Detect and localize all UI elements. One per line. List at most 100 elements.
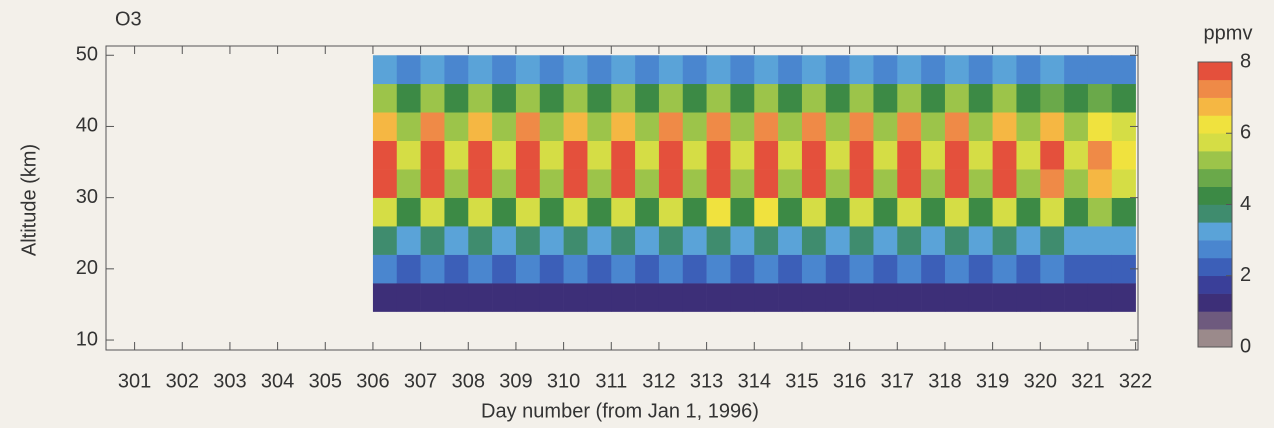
heatmap-cell	[825, 55, 850, 85]
heatmap-cell	[1016, 112, 1041, 141]
heatmap-cell	[396, 55, 421, 85]
heatmap-cell	[396, 254, 421, 284]
heatmap-cell	[563, 55, 588, 85]
heatmap-cell	[730, 283, 755, 312]
x-tick-label: 314	[738, 370, 771, 392]
heatmap-cell	[944, 283, 970, 312]
x-tick-label: 320	[1024, 370, 1057, 392]
heatmap-cell	[1064, 283, 1089, 312]
heatmap-cell	[1016, 283, 1041, 312]
heatmap-cell	[444, 169, 469, 198]
heatmap-cell	[587, 226, 612, 255]
heatmap-cell	[754, 226, 779, 255]
heatmap-cell	[658, 197, 684, 227]
colorbar-segment	[1198, 151, 1232, 170]
heatmap-cell	[1040, 55, 1065, 85]
heatmap-cell	[420, 140, 445, 170]
heatmap-cell	[778, 283, 803, 312]
heatmap-cell	[682, 283, 707, 312]
heatmap-cell	[944, 112, 970, 141]
x-tick-label: 318	[928, 370, 961, 392]
heatmap-cell	[635, 254, 660, 284]
colorbar-segment	[1198, 115, 1232, 134]
heatmap-cell	[944, 83, 970, 113]
heatmap-cell	[897, 226, 922, 255]
heatmap-cell	[468, 83, 493, 113]
heatmap-cell	[396, 283, 421, 312]
heatmap-cell	[706, 140, 731, 170]
heatmap-cell	[778, 226, 803, 255]
x-tick-label: 305	[309, 370, 342, 392]
colorbar-tick-label: 0	[1240, 335, 1251, 357]
heatmap-cell	[1040, 283, 1065, 312]
heatmap-cell	[754, 169, 779, 198]
heatmap-cell	[921, 283, 946, 312]
heatmap-cell	[1016, 83, 1041, 113]
x-tick-label: 301	[118, 370, 151, 392]
y-tick-label: 20	[76, 257, 98, 279]
heatmap-cell	[921, 140, 946, 170]
heatmap-cell	[730, 112, 755, 141]
heatmap-cell	[801, 55, 827, 85]
heatmap-cell	[897, 140, 922, 170]
heatmap-cell	[754, 254, 779, 284]
heatmap-cell	[515, 55, 541, 85]
heatmap-cell	[1064, 197, 1089, 227]
heatmap-cell	[1064, 169, 1089, 198]
heatmap-cell	[992, 55, 1017, 85]
heatmap-cell	[921, 226, 946, 255]
heatmap-cell	[563, 283, 588, 312]
heatmap-cell	[992, 226, 1017, 255]
heatmap-cell	[992, 169, 1017, 198]
heatmap-cell	[444, 112, 469, 141]
heatmap-cell	[778, 169, 803, 198]
heatmap-cell	[801, 140, 827, 170]
heatmap-cell	[468, 169, 493, 198]
heatmap-cell	[563, 140, 588, 170]
heatmap-cell	[921, 169, 946, 198]
heatmap-cell	[539, 283, 564, 312]
colorbar-tick-label: 2	[1240, 264, 1251, 286]
heatmap-cell	[1087, 83, 1113, 113]
x-tick-label: 307	[404, 370, 437, 392]
heatmap-cell	[658, 140, 684, 170]
heatmap-cell	[468, 197, 493, 227]
heatmap-cell	[992, 197, 1017, 227]
heatmap-cell	[968, 112, 993, 141]
colorbar-segment	[1198, 133, 1232, 152]
heatmap-cell	[444, 197, 469, 227]
heatmap-cell	[801, 226, 827, 255]
heatmap-cell	[1087, 254, 1113, 284]
heatmap-cell	[825, 197, 850, 227]
heatmap-cell	[1087, 112, 1113, 141]
heatmap-cell	[1111, 283, 1136, 312]
heatmap-cell	[492, 254, 517, 284]
heatmap-cell	[1016, 140, 1041, 170]
heatmap-cell	[849, 226, 874, 255]
heatmap-cell	[515, 226, 541, 255]
x-tick-label: 317	[881, 370, 914, 392]
heatmap-cell	[1040, 140, 1065, 170]
heatmap-cell	[539, 197, 564, 227]
heatmap-cell	[921, 197, 946, 227]
heatmap-cell	[563, 226, 588, 255]
heatmap-cell	[730, 83, 755, 113]
heatmap-cell	[801, 283, 827, 312]
heatmap-cell	[635, 169, 660, 198]
heatmap-cell	[611, 197, 636, 227]
heatmap-cell	[420, 169, 445, 198]
heatmap-cell	[372, 226, 398, 255]
heatmap-cell	[468, 254, 493, 284]
heatmap-cell	[873, 83, 898, 113]
heatmap-cell	[492, 226, 517, 255]
heatmap-cell	[492, 283, 517, 312]
heatmap-cell	[396, 226, 421, 255]
heatmap-cell	[444, 283, 469, 312]
colorbar-tick-label: 8	[1240, 50, 1251, 72]
x-tick-label: 311	[595, 370, 627, 392]
y-tick-label: 50	[76, 44, 98, 66]
heatmap-cell	[682, 140, 707, 170]
colorbar-tick-label: 4	[1240, 193, 1251, 215]
heatmap-cell	[515, 140, 541, 170]
heatmap-cell	[778, 140, 803, 170]
